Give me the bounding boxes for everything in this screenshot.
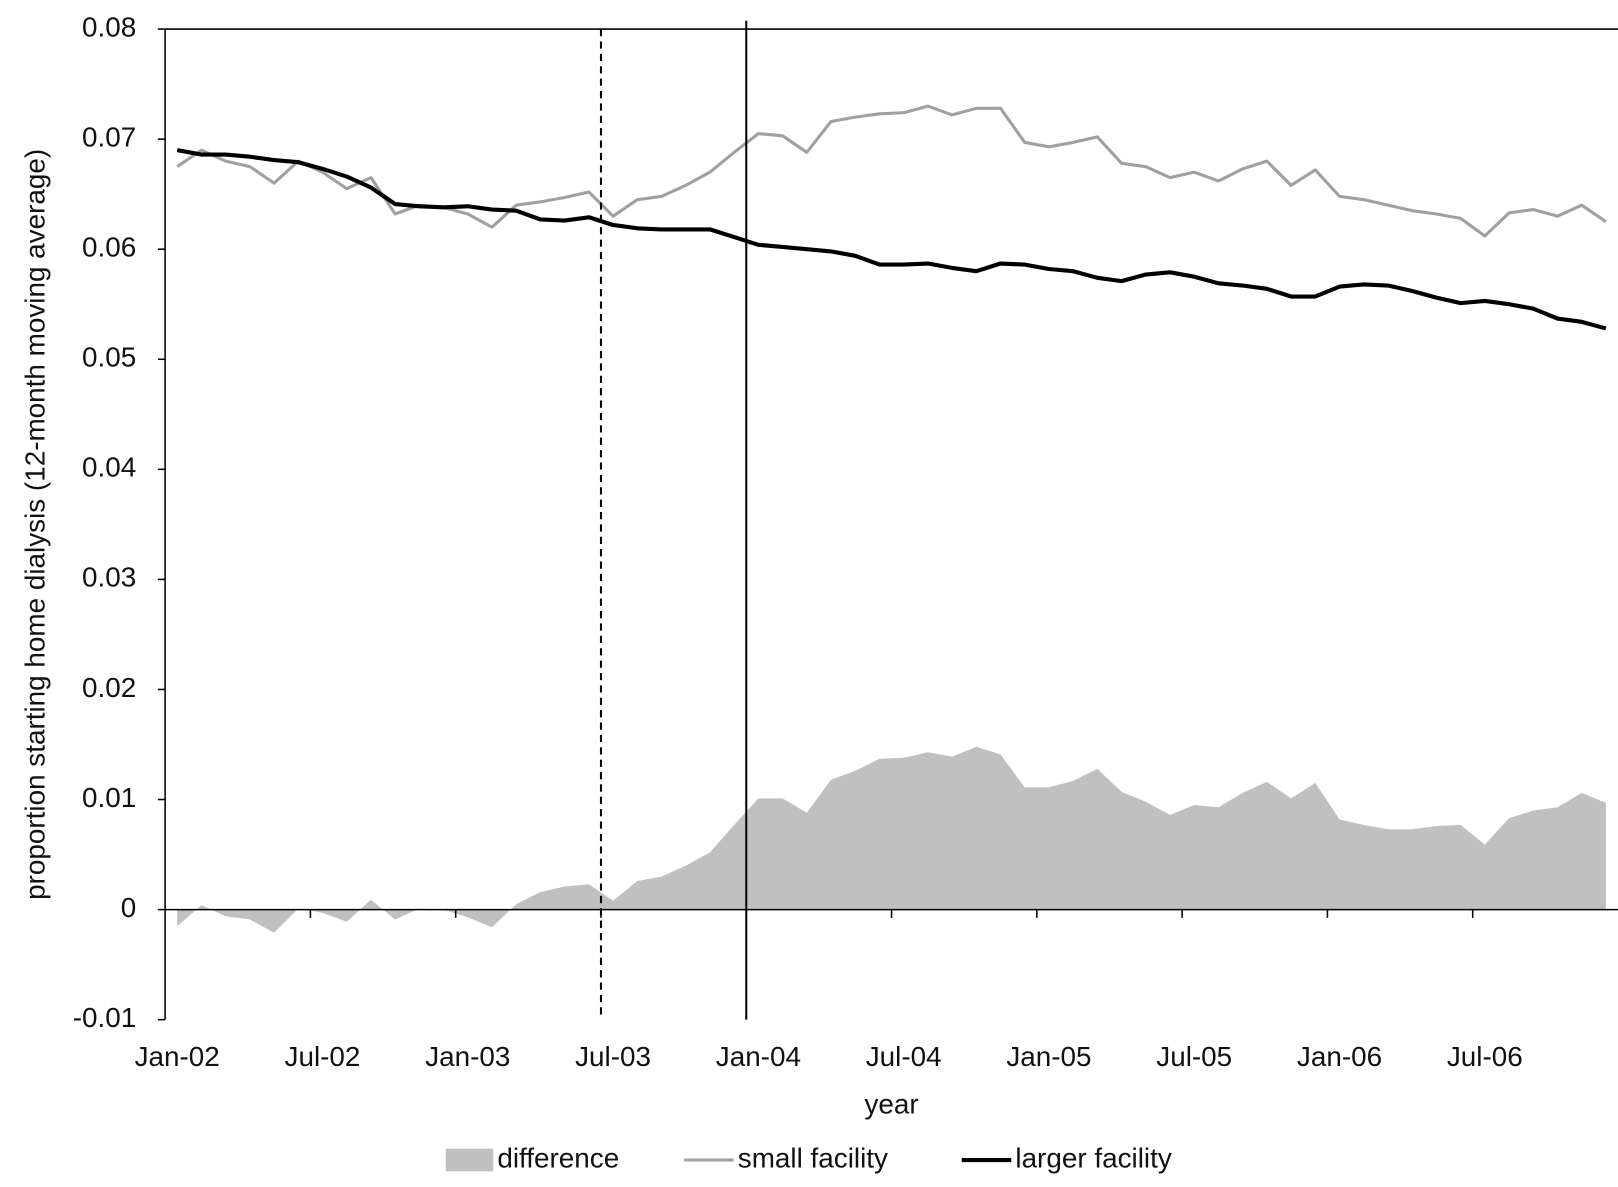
x-tick-label: Jan-02 <box>135 1041 220 1072</box>
legend-swatch <box>445 1148 494 1172</box>
y-tick-label: 0.01 <box>82 782 136 813</box>
y-tick-label: 0.03 <box>82 562 136 593</box>
y-tick-label: 0.08 <box>82 11 136 42</box>
x-tick-label: Jan-06 <box>1297 1041 1382 1072</box>
legend-label: small facility <box>738 1142 888 1173</box>
x-tick-label: Jul-05 <box>1156 1041 1232 1072</box>
y-tick-label: 0.02 <box>82 672 136 703</box>
y-tick-label: -0.01 <box>73 1002 137 1033</box>
x-tick-label: Jan-05 <box>1006 1041 1091 1072</box>
y-axis-title: proportion starting home dialysis (12-mo… <box>20 149 51 900</box>
y-tick-label: 0.06 <box>82 232 136 263</box>
series-line <box>176 148 1607 331</box>
x-axis-title: year <box>864 1089 918 1120</box>
x-tick-label: Jul-04 <box>866 1041 942 1072</box>
x-tick-label: Jul-02 <box>285 1041 361 1072</box>
y-tick-label: 0 <box>121 892 137 923</box>
y-tick-label: 0.05 <box>82 342 136 373</box>
y-tick-label: 0.04 <box>82 452 136 483</box>
x-tick-label: Jul-06 <box>1447 1041 1523 1072</box>
x-tick-label: Jan-03 <box>425 1041 510 1072</box>
legend-label: larger facility <box>1015 1142 1171 1173</box>
legend-label: difference <box>497 1142 619 1173</box>
x-tick-label: Jan-04 <box>716 1041 801 1072</box>
x-tick-label: Jul-03 <box>575 1041 651 1072</box>
difference-area <box>177 746 1606 933</box>
y-tick-label: 0.07 <box>82 121 136 152</box>
